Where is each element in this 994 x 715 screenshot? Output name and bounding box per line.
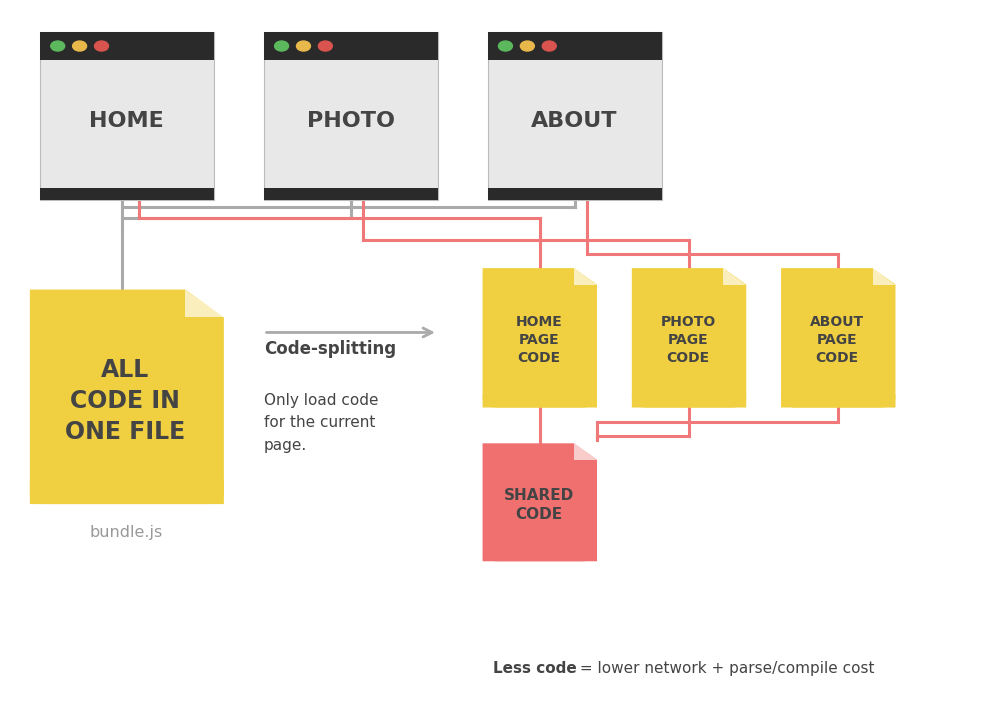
Polygon shape — [780, 268, 895, 408]
Text: Less code: Less code — [492, 661, 576, 676]
FancyBboxPatch shape — [482, 387, 596, 408]
Text: ABOUT
PAGE
CODE: ABOUT PAGE CODE — [809, 315, 864, 365]
Polygon shape — [631, 268, 746, 408]
Text: PHOTO: PHOTO — [306, 111, 395, 131]
Text: Only load code
for the current
page.: Only load code for the current page. — [263, 393, 378, 453]
Text: bundle.js: bundle.js — [89, 526, 163, 540]
Polygon shape — [30, 290, 224, 504]
FancyBboxPatch shape — [487, 32, 661, 60]
Polygon shape — [574, 268, 596, 285]
Text: HOME: HOME — [89, 111, 164, 131]
FancyBboxPatch shape — [30, 472, 224, 504]
Circle shape — [498, 41, 512, 51]
Text: = lower network + parse/compile cost: = lower network + parse/compile cost — [575, 661, 874, 676]
FancyBboxPatch shape — [40, 32, 214, 200]
Text: PHOTO
PAGE
CODE: PHOTO PAGE CODE — [660, 315, 715, 365]
Circle shape — [51, 41, 65, 51]
Circle shape — [73, 41, 86, 51]
Polygon shape — [872, 268, 895, 285]
Polygon shape — [482, 443, 596, 561]
Text: SHARED
CODE: SHARED CODE — [503, 488, 574, 522]
FancyBboxPatch shape — [487, 189, 661, 200]
FancyBboxPatch shape — [263, 32, 437, 200]
Circle shape — [296, 41, 310, 51]
Polygon shape — [723, 268, 746, 285]
Polygon shape — [482, 268, 596, 408]
FancyBboxPatch shape — [40, 32, 214, 60]
Text: ABOUT: ABOUT — [531, 111, 617, 131]
FancyBboxPatch shape — [780, 387, 895, 408]
Text: Code-splitting: Code-splitting — [263, 340, 396, 358]
Circle shape — [520, 41, 534, 51]
FancyBboxPatch shape — [40, 189, 214, 200]
Polygon shape — [574, 443, 596, 460]
FancyBboxPatch shape — [487, 32, 661, 200]
Circle shape — [318, 41, 332, 51]
Text: ALL
CODE IN
ONE FILE: ALL CODE IN ONE FILE — [65, 358, 185, 444]
FancyBboxPatch shape — [631, 387, 746, 408]
FancyBboxPatch shape — [482, 543, 596, 561]
Text: HOME
PAGE
CODE: HOME PAGE CODE — [515, 315, 562, 365]
Polygon shape — [185, 290, 224, 317]
FancyBboxPatch shape — [263, 189, 437, 200]
Circle shape — [274, 41, 288, 51]
Circle shape — [94, 41, 108, 51]
Circle shape — [542, 41, 556, 51]
FancyBboxPatch shape — [263, 32, 437, 60]
